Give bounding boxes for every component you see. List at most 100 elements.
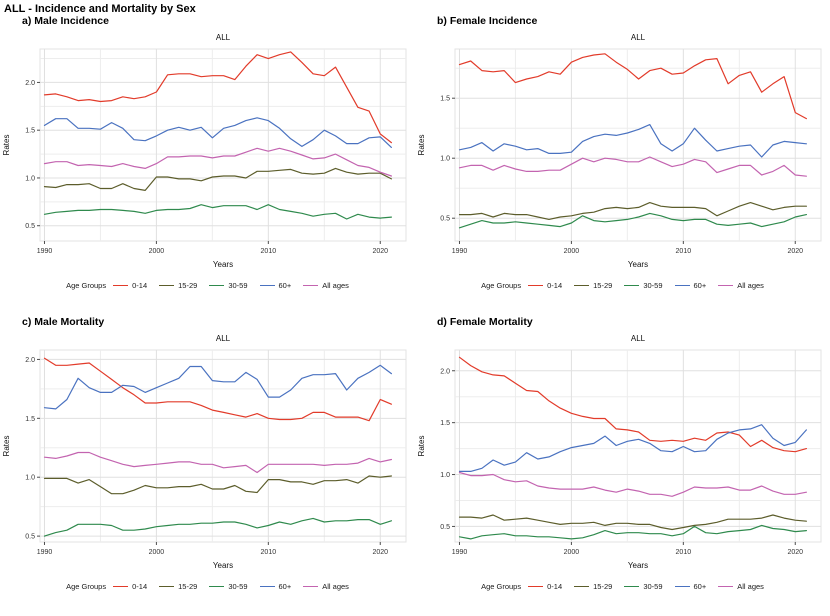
legend-item-all-ages: All ages [303, 582, 349, 591]
y-tick-label: 1.0 [440, 472, 450, 479]
y-tick-label: 0.5 [25, 534, 35, 541]
legend-item-label: 60+ [693, 582, 707, 591]
legend-item-label: 30-59 [643, 281, 663, 290]
x-axis-title: Years [628, 561, 648, 570]
legend-item-label: All ages [322, 582, 349, 591]
x-tick-label: 1990 [452, 549, 468, 556]
series-line-60- [458, 424, 807, 472]
legend-item-label: 0-14 [547, 582, 563, 591]
x-tick-label: 2010 [676, 248, 692, 255]
legend-d: Age Groups 0-14 15-29 30-59 60+ All ages [415, 582, 830, 591]
x-tick-label: 2000 [564, 549, 580, 556]
series-line-30-59 [43, 517, 392, 537]
series-line-15-29 [43, 167, 392, 191]
panel-male-mortality: c) Male Mortality 0.5 1.0 1.5 2.0 1990 2000 20… [0, 311, 415, 608]
series-line-all-ages [43, 451, 392, 474]
panel-label-a: a) Male Incidence [22, 15, 109, 27]
legend-item-60-: 60+ [259, 281, 291, 290]
legend-line-swatch [259, 586, 275, 587]
x-tick-label: 1990 [37, 549, 53, 556]
legend-item-label: 15-29 [593, 281, 613, 290]
legend-item-15-29: 15-29 [574, 281, 612, 290]
legend-line-swatch [528, 586, 544, 587]
legend-item-0-14: 0-14 [528, 281, 562, 290]
x-tick-label: 2010 [676, 549, 692, 556]
legend-a: Age Groups 0-14 15-29 30-59 60+ All ages [0, 281, 415, 290]
legend-item-30-59: 30-59 [624, 281, 663, 290]
legend-line-swatch [303, 586, 319, 587]
y-axis-title: Rates [2, 135, 11, 156]
legend-item-60-: 60+ [674, 281, 707, 290]
y-tick-label: 2.0 [25, 357, 35, 364]
legend-line-swatch [209, 586, 225, 587]
y-axis-title: Rates [417, 135, 426, 156]
plot-border [39, 48, 407, 242]
y-axis-title: Rates [2, 436, 11, 457]
legend-item-label: 0-14 [132, 582, 148, 591]
series-line-30-59 [458, 524, 807, 540]
legend-line-swatch [718, 586, 734, 587]
legend-title: Age Groups [481, 281, 522, 290]
chart-male-incidence: 0.5 1.0 1.5 2.0 1990 2000 2010 2020 ALL Years Rate… [2, 33, 407, 269]
chart-female-incidence: 0.5 1.0 1.5 1990 2000 2010 2020 ALL Years Rates [417, 33, 822, 269]
legend-item-15-29: 15-29 [159, 582, 197, 591]
legend-item-60-: 60+ [674, 582, 707, 591]
legend-title: Age Groups [481, 582, 522, 591]
series-line-0-14 [43, 51, 392, 144]
y-tick-label: 1.0 [25, 175, 35, 182]
legend-line-swatch [303, 285, 319, 286]
x-tick-label: 2020 [787, 549, 803, 556]
legend-line-swatch [259, 285, 275, 286]
legend-item-label: 60+ [693, 281, 707, 290]
legend-line-swatch [674, 285, 690, 286]
legend-line-swatch [674, 586, 690, 587]
legend-item-15-29: 15-29 [574, 582, 612, 591]
y-tick-label: 1.5 [440, 420, 450, 427]
x-tick-label: 2020 [372, 549, 388, 556]
series-line-all-ages [458, 156, 807, 177]
legend-item-15-29: 15-29 [159, 281, 197, 290]
y-tick-label: 0.5 [25, 223, 35, 230]
panel-grid: a) Male Incidence 0.5 1.0 1.5 2.0 1990 2000 20… [0, 10, 830, 608]
y-axis-title: Rates [417, 436, 426, 457]
chart-subtitle: ALL [216, 334, 231, 343]
x-axis-title: Years [213, 260, 233, 269]
legend-line-swatch [574, 285, 590, 286]
legend-item-0-14: 0-14 [113, 582, 147, 591]
panel-label-b: b) Female Incidence [437, 15, 538, 27]
x-tick-label: 2020 [787, 248, 803, 255]
plot-border [39, 349, 407, 543]
x-tick-label: 2000 [149, 248, 165, 255]
legend-line-swatch [209, 285, 225, 286]
x-tick-label: 2000 [149, 549, 165, 556]
legend-item-label: 0-14 [547, 281, 563, 290]
series-line-all-ages [43, 147, 392, 177]
legend-item-30-59: 30-59 [209, 281, 248, 290]
panel-male-incidence: a) Male Incidence 0.5 1.0 1.5 2.0 1990 2000 20… [0, 10, 415, 307]
y-tick-label: 1.5 [440, 96, 450, 103]
legend-title: Age Groups [66, 582, 107, 591]
x-tick-label: 1990 [37, 248, 53, 255]
series-line-15-29 [43, 475, 392, 495]
legend-item-60-: 60+ [259, 582, 291, 591]
y-tick-label: 1.0 [25, 475, 35, 482]
legend-item-label: 30-59 [228, 281, 248, 290]
legend-item-label: All ages [737, 582, 764, 591]
legend-item-label: 0-14 [132, 281, 148, 290]
chart-subtitle: ALL [216, 33, 231, 42]
y-tick-label: 2.0 [25, 80, 35, 87]
legend-item-label: 30-59 [228, 582, 248, 591]
plot-border [454, 48, 822, 242]
legend-item-30-59: 30-59 [209, 582, 248, 591]
legend-item-label: All ages [322, 281, 349, 290]
legend-line-swatch [159, 285, 175, 286]
series-line-0-14 [458, 356, 807, 453]
panel-female-mortality: d) Female Mortality 0.5 1.0 1.5 2.0 1990 2000… [415, 311, 830, 608]
legend-item-30-59: 30-59 [624, 582, 663, 591]
panel-label-d: d) Female Mortality [437, 316, 533, 328]
chart-subtitle: ALL [631, 33, 646, 42]
figure-title: ALL - Incidence and Mortality by Sex [4, 3, 196, 15]
legend-item-label: 15-29 [178, 582, 198, 591]
series-line-0-14 [43, 357, 392, 422]
legend-item-label: 30-59 [643, 582, 663, 591]
